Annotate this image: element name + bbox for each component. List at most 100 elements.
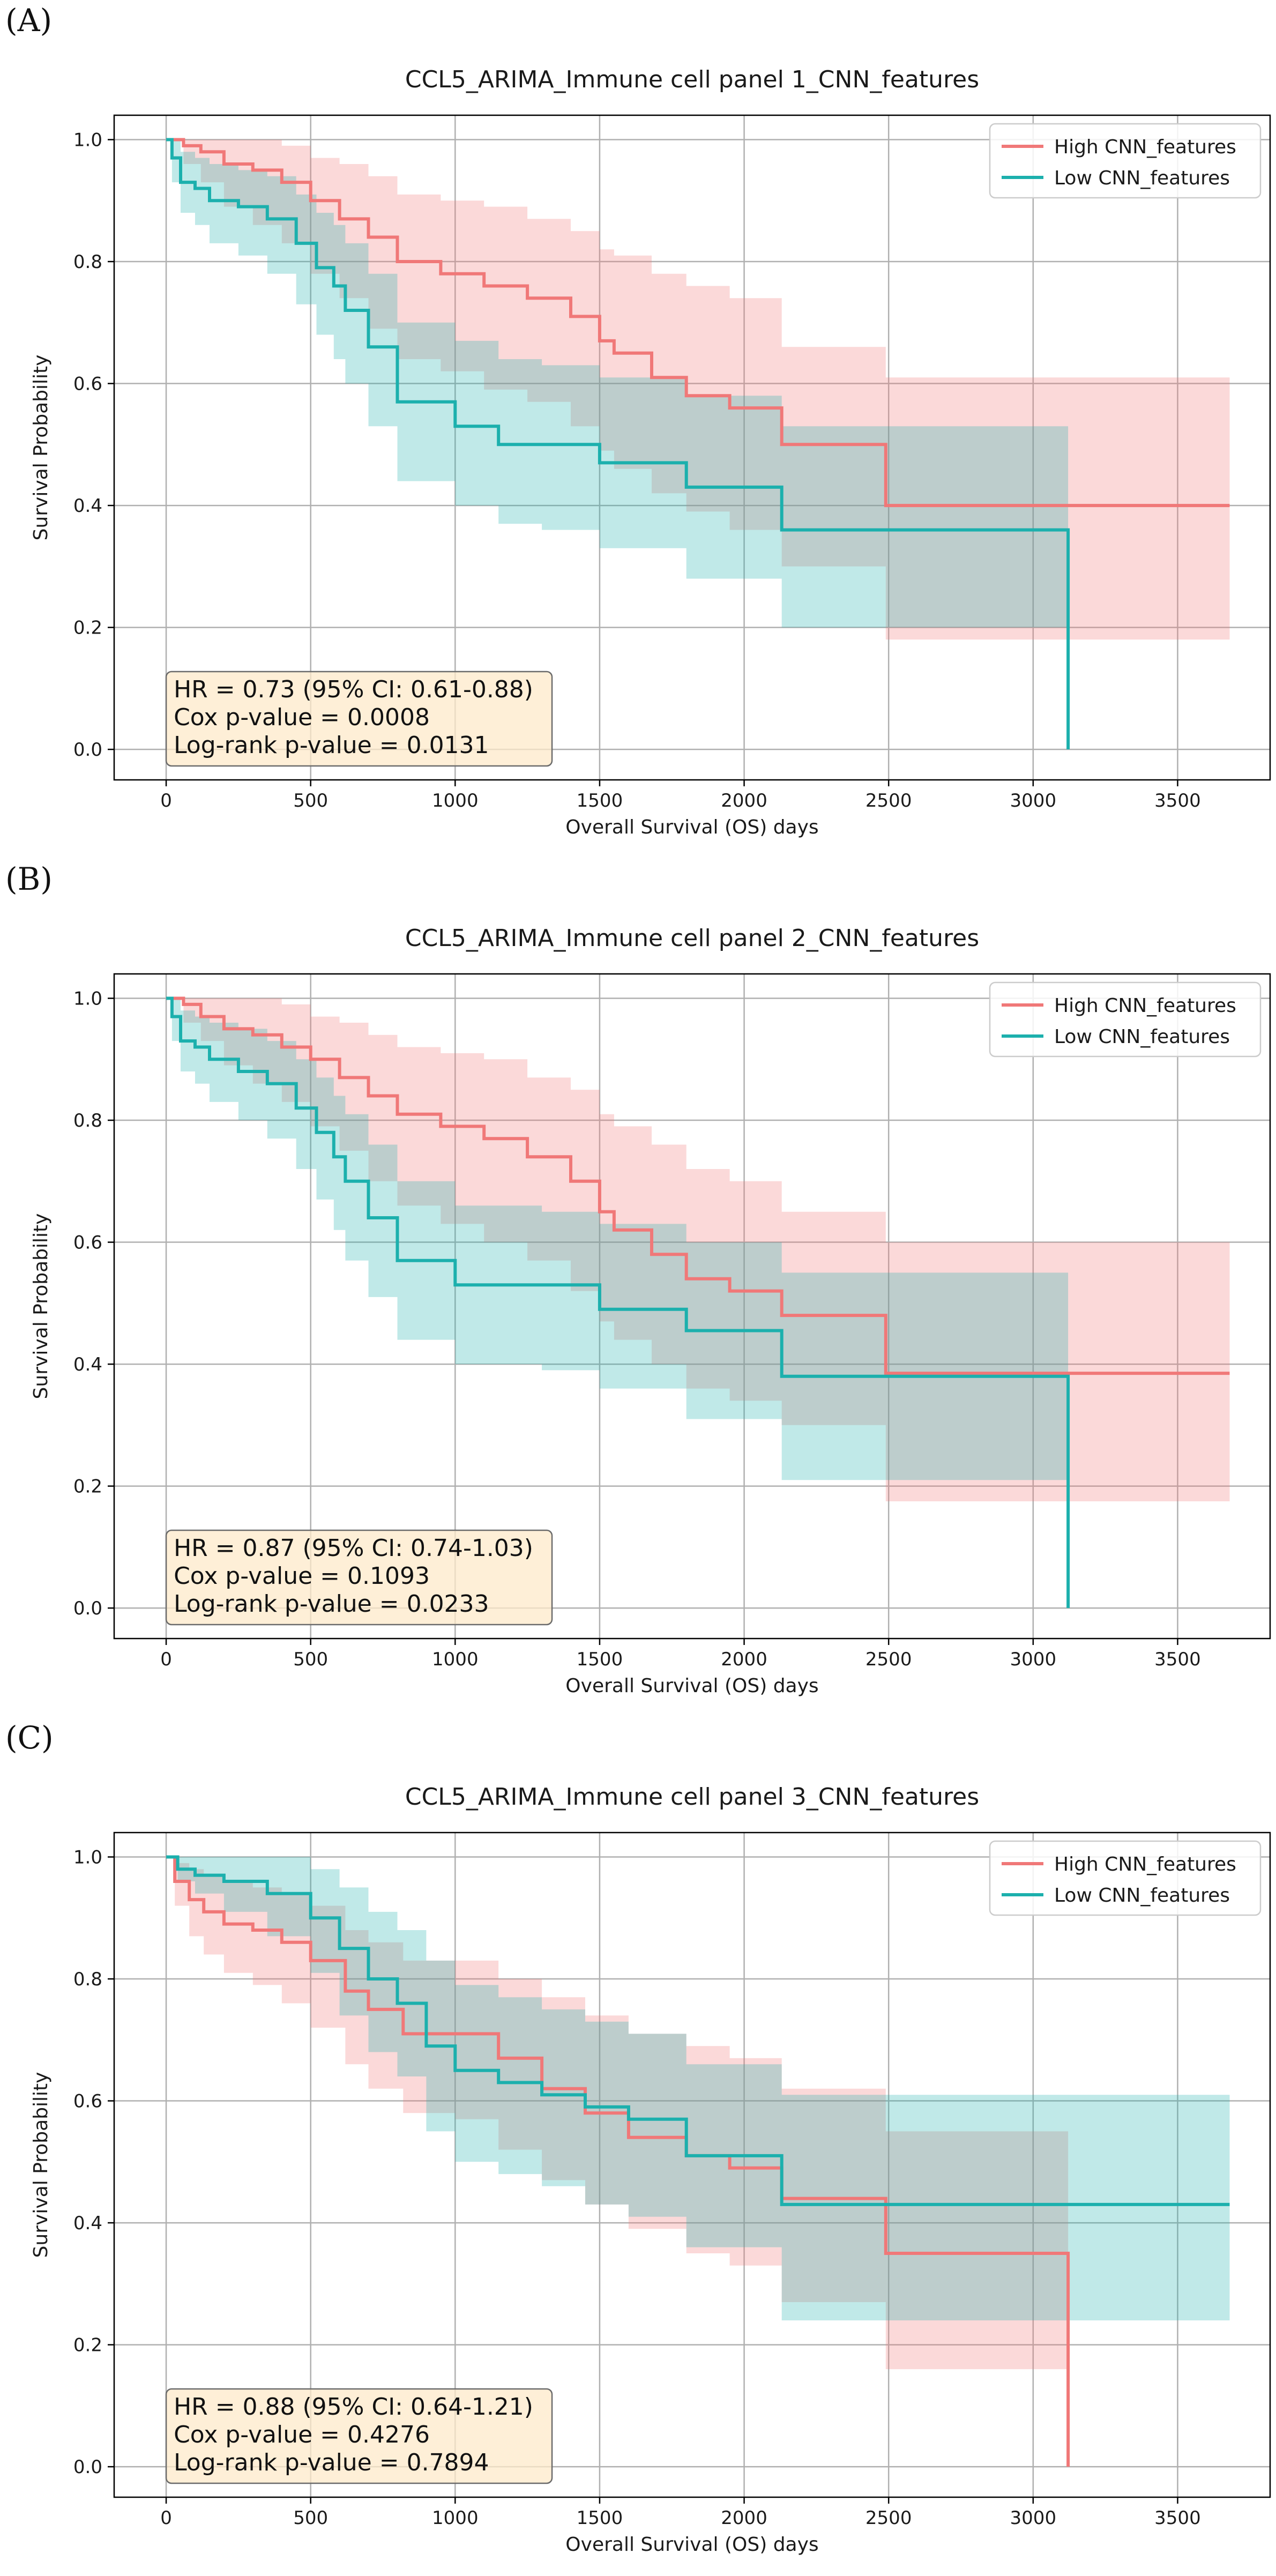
y-tick-label: 0.6 (73, 374, 102, 395)
panel-a: (A) 0 500 1000 1500 2000 2500 3000 3500 0.0 0.2 0.… (0, 0, 1276, 859)
x-tick-label: 1000 (432, 790, 479, 811)
legend (989, 1840, 1262, 1916)
stats-box (165, 2388, 553, 2484)
plot-frame (113, 114, 1271, 781)
curve-low (166, 1855, 1230, 2206)
x-tick-label: 0 (160, 1649, 172, 1670)
y-tick-label: 0.0 (73, 1598, 102, 1619)
stats-background (165, 1529, 553, 1626)
y-axis-label: Survival Probability (30, 1213, 52, 1399)
y-tick-label: 0.8 (73, 1969, 102, 1990)
stats-background (165, 2388, 553, 2484)
legend-label-low: Low CNN_features (1054, 1026, 1230, 1048)
x-tick-label: 1500 (577, 1649, 623, 1670)
curve-high (166, 996, 1230, 1375)
legend-label-low: Low CNN_features (1054, 1885, 1230, 1907)
x-tick-label: 1500 (577, 2507, 623, 2529)
logrank-p-value-text: Log-rank p-value = 0.7894 (174, 2449, 489, 2476)
ci-band-low (166, 139, 1069, 750)
panel-c: (C) 0 500 1000 1500 2000 2500 3000 3500 0.0 0.2 0.… (0, 1717, 1276, 2576)
x-tick-label: 2500 (865, 790, 912, 811)
panel-letter: (B) (5, 861, 53, 897)
legend-label-high: High CNN_features (1054, 1853, 1236, 1875)
grid-lines (114, 1833, 1270, 2497)
y-tick-label: 0.0 (73, 739, 102, 761)
chart-title: CCL5_ARIMA_Immune cell panel 2_CNN_featu… (405, 925, 979, 952)
cox-p-value-text: Cox p-value = 0.4276 (174, 2421, 430, 2448)
y-tick-label: 0.4 (73, 2213, 102, 2234)
axes: 0 500 1000 1500 2000 2500 3000 3500 0.0 0.2 0.4 0.6… (73, 114, 1271, 811)
chart-title: CCL5_ARIMA_Immune cell panel 3_CNN_featu… (405, 1783, 979, 1811)
x-axis-label: Overall Survival (OS) days (565, 2534, 818, 2556)
x-tick-label: 3000 (1010, 1649, 1057, 1670)
ci-band-low (166, 998, 1069, 1609)
legend-label-low: Low CNN_features (1054, 167, 1230, 189)
panel-letter: (C) (5, 1719, 54, 1756)
curve-high (166, 138, 1230, 508)
y-tick-label: 0.0 (73, 2456, 102, 2478)
x-tick-label: 3000 (1010, 2507, 1057, 2529)
y-tick-label: 1.0 (73, 988, 102, 1010)
legend-label-high: High CNN_features (1054, 995, 1236, 1017)
y-axis-label: Survival Probability (30, 2072, 52, 2258)
y-tick-label: 1.0 (73, 130, 102, 151)
x-tick-label: 3500 (1154, 790, 1201, 811)
x-tick-label: 2500 (865, 2507, 912, 2529)
panel-b: (B) 0 500 1000 1500 2000 2500 3000 3500 0.0 0.2 0.… (0, 859, 1276, 1717)
legend-box (989, 123, 1262, 199)
stats-background (165, 671, 553, 767)
y-tick-label: 0.8 (73, 251, 102, 273)
cox-p-value-text: Cox p-value = 0.1093 (174, 1562, 430, 1590)
confidence-bands (166, 139, 1230, 750)
survival-curves (166, 1855, 1230, 2467)
legend-box (989, 1840, 1262, 1916)
y-tick-label: 0.2 (73, 617, 102, 639)
survival-curves (166, 138, 1230, 750)
axes: 0 500 1000 1500 2000 2500 3000 3500 0.0 0.2 0.4 0.6… (73, 973, 1271, 1670)
survival-chart: 0 500 1000 1500 2000 2500 3000 3500 0.0 0.2 0.4 0.6… (30, 925, 1271, 1697)
x-tick-label: 3000 (1010, 790, 1057, 811)
x-tick-label: 2000 (721, 2507, 767, 2529)
y-tick-label: 0.6 (73, 2091, 102, 2112)
logrank-p-value-text: Log-rank p-value = 0.0233 (174, 1590, 489, 1618)
legend (989, 123, 1262, 199)
x-tick-label: 500 (293, 790, 328, 811)
y-tick-label: 0.8 (73, 1110, 102, 1131)
confidence-bands (166, 998, 1230, 1609)
y-tick-label: 0.4 (73, 1354, 102, 1375)
legend-box (989, 981, 1262, 1058)
legend-label-high: High CNN_features (1054, 136, 1236, 158)
y-tick-label: 0.2 (73, 2335, 102, 2356)
x-tick-label: 2000 (721, 790, 767, 811)
plot-frame (113, 973, 1271, 1640)
x-tick-label: 2500 (865, 1649, 912, 1670)
ci-band-high (166, 139, 1230, 640)
x-axis-label: Overall Survival (OS) days (565, 816, 818, 838)
y-tick-label: 1.0 (73, 1847, 102, 1868)
x-tick-label: 1000 (432, 1649, 479, 1670)
x-tick-label: 500 (293, 1649, 328, 1670)
hazard-ratio-text: HR = 0.88 (95% CI: 0.64-1.21) (174, 2393, 533, 2421)
panel-letter: (A) (5, 2, 53, 39)
confidence-bands (166, 1857, 1230, 2467)
x-tick-label: 0 (160, 2507, 172, 2529)
y-tick-label: 0.4 (73, 495, 102, 517)
cox-p-value-text: Cox p-value = 0.0008 (174, 704, 430, 731)
plot-frame (113, 1832, 1271, 2498)
curve-low (166, 996, 1070, 1609)
x-tick-label: 0 (160, 790, 172, 811)
x-tick-label: 500 (293, 2507, 328, 2529)
logrank-p-value-text: Log-rank p-value = 0.0131 (174, 732, 489, 759)
legend (989, 981, 1262, 1058)
curve-low (166, 138, 1070, 750)
y-axis-label: Survival Probability (30, 355, 52, 541)
axes: 0 500 1000 1500 2000 2500 3000 3500 0.0 0.2 0.4 0.6… (73, 1832, 1271, 2529)
x-tick-label: 3500 (1154, 1649, 1201, 1670)
hazard-ratio-text: HR = 0.73 (95% CI: 0.61-0.88) (174, 676, 533, 703)
stats-box (165, 671, 553, 767)
x-tick-label: 1500 (577, 790, 623, 811)
y-tick-label: 0.2 (73, 1476, 102, 1498)
grid-lines (114, 974, 1270, 1639)
survival-chart: 0 500 1000 1500 2000 2500 3000 3500 0.0 0.2 0.4 0.6… (30, 66, 1271, 838)
curve-high (166, 1855, 1070, 2467)
